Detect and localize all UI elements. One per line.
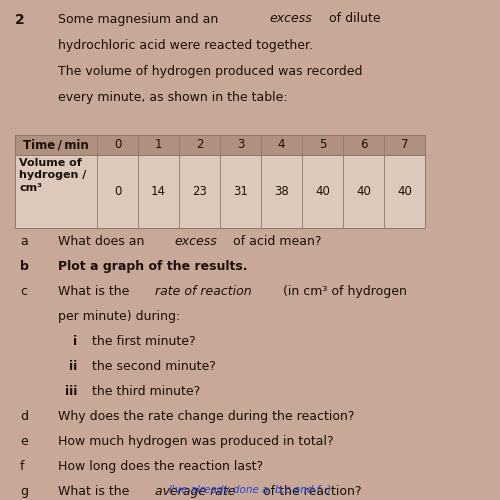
Bar xyxy=(15,155,425,228)
Text: of the reaction?: of the reaction? xyxy=(258,485,361,498)
Text: 31: 31 xyxy=(233,185,248,198)
Text: the third minute?: the third minute? xyxy=(92,385,201,398)
Text: (in cm³ of hydrogen: (in cm³ of hydrogen xyxy=(280,285,407,298)
Text: How much hydrogen was produced in total?: How much hydrogen was produced in total? xyxy=(58,435,333,448)
Text: c: c xyxy=(20,285,27,298)
Text: g: g xyxy=(20,485,28,498)
Text: hydrochloric acid were reacted together.: hydrochloric acid were reacted together. xyxy=(58,38,312,52)
Text: average rate: average rate xyxy=(155,485,236,498)
Text: iii: iii xyxy=(65,385,78,398)
Text: of acid mean?: of acid mean? xyxy=(230,235,322,248)
Bar xyxy=(15,135,425,155)
Text: of dilute: of dilute xyxy=(324,12,380,26)
Text: e: e xyxy=(20,435,28,448)
Text: What is the: What is the xyxy=(58,485,133,498)
Text: 40: 40 xyxy=(315,185,330,198)
Text: ii: ii xyxy=(69,360,78,373)
Text: i: i xyxy=(74,335,78,348)
Text: d: d xyxy=(20,410,28,423)
Text: 2: 2 xyxy=(15,12,25,26)
Text: excess: excess xyxy=(270,12,312,26)
Text: 38: 38 xyxy=(274,185,289,198)
Text: 0: 0 xyxy=(114,138,121,151)
Text: The volume of hydrogen produced was recorded: The volume of hydrogen produced was reco… xyxy=(58,64,362,78)
Text: 0: 0 xyxy=(114,185,121,198)
Text: the first minute?: the first minute? xyxy=(92,335,196,348)
Text: b: b xyxy=(20,260,29,273)
Text: What is the: What is the xyxy=(58,285,133,298)
Text: rate of reaction: rate of reaction xyxy=(155,285,252,298)
Text: What does an: What does an xyxy=(58,235,148,248)
Text: 1: 1 xyxy=(155,138,162,151)
Text: I've already done a, b,c and f :): I've already done a, b,c and f :) xyxy=(169,485,331,495)
Text: 40: 40 xyxy=(356,185,371,198)
Text: 6: 6 xyxy=(360,138,367,151)
Text: the second minute?: the second minute? xyxy=(92,360,216,373)
Text: every minute, as shown in the table:: every minute, as shown in the table: xyxy=(58,90,287,104)
Text: How long does the reaction last?: How long does the reaction last? xyxy=(58,460,262,473)
Text: Some magnesium and an: Some magnesium and an xyxy=(58,12,222,26)
Text: a: a xyxy=(20,235,28,248)
Text: Why does the rate change during the reaction?: Why does the rate change during the reac… xyxy=(58,410,354,423)
Text: 7: 7 xyxy=(400,138,408,151)
Text: 23: 23 xyxy=(192,185,207,198)
Text: 14: 14 xyxy=(151,185,166,198)
Text: 40: 40 xyxy=(397,185,412,198)
Text: 4: 4 xyxy=(278,138,285,151)
Text: Volume of
hydrogen /
cm³: Volume of hydrogen / cm³ xyxy=(19,158,86,193)
Text: 3: 3 xyxy=(237,138,244,151)
Text: 5: 5 xyxy=(319,138,326,151)
Text: 2: 2 xyxy=(196,138,203,151)
Text: Plot a graph of the results.: Plot a graph of the results. xyxy=(58,260,247,273)
Text: excess: excess xyxy=(174,235,217,248)
Text: Time / min: Time / min xyxy=(23,138,89,151)
Text: f: f xyxy=(20,460,24,473)
Text: per minute) during:: per minute) during: xyxy=(58,310,180,323)
